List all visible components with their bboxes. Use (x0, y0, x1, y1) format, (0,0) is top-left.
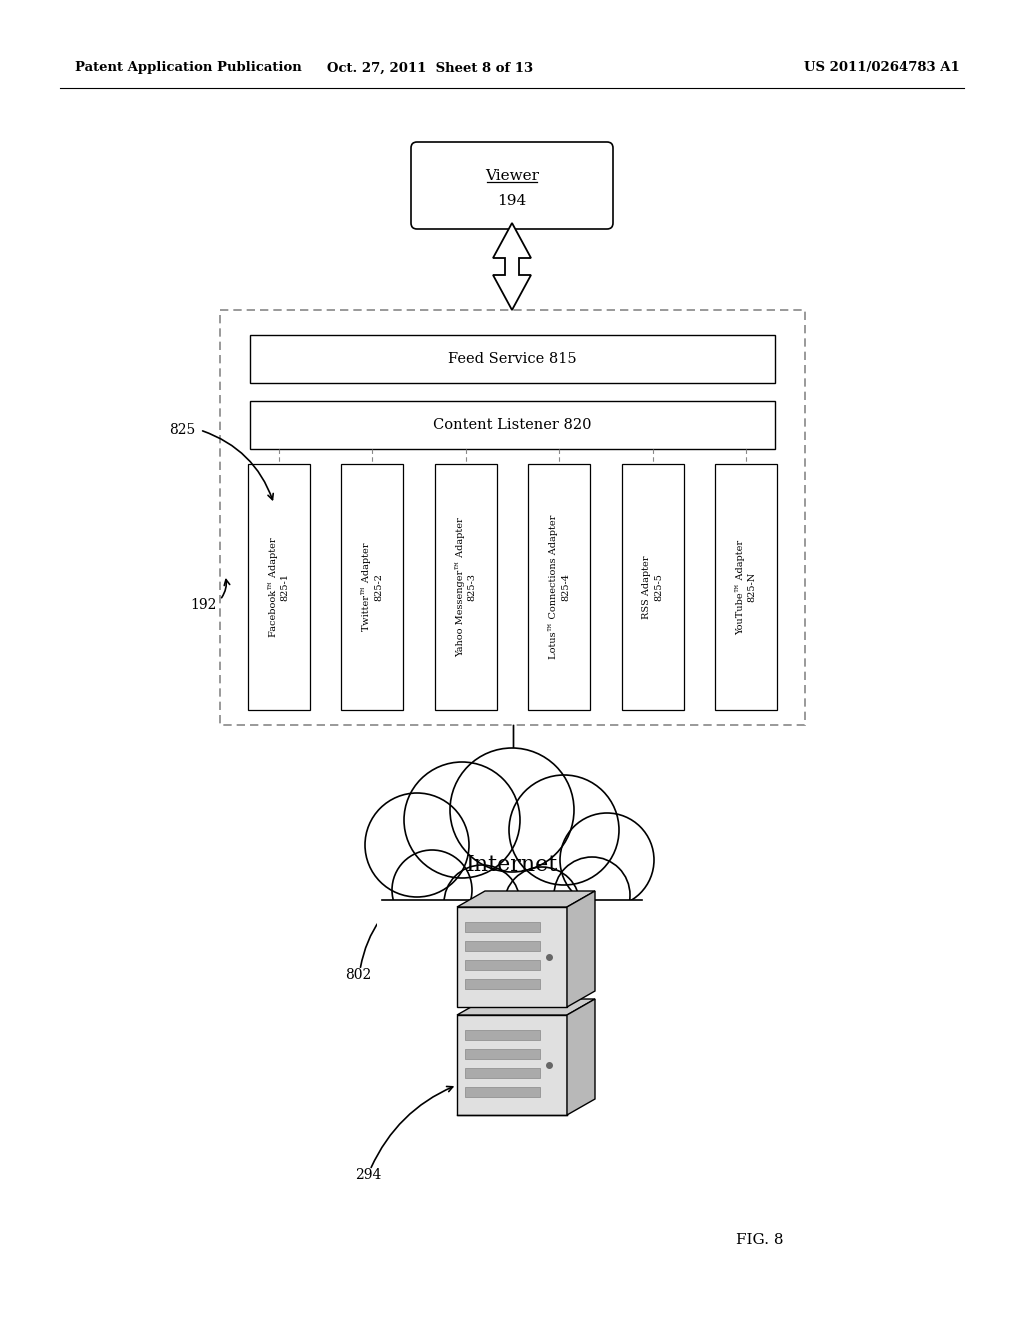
Circle shape (554, 857, 630, 933)
Text: Oct. 27, 2011  Sheet 8 of 13: Oct. 27, 2011 Sheet 8 of 13 (327, 62, 534, 74)
Text: Yahoo Messenger™ Adapter
825-3: Yahoo Messenger™ Adapter 825-3 (455, 517, 476, 657)
FancyBboxPatch shape (341, 465, 403, 710)
Text: 802: 802 (345, 968, 372, 982)
Text: Feed Service 815: Feed Service 815 (449, 352, 577, 366)
Text: 194: 194 (498, 194, 526, 209)
Bar (377, 900, 647, 950)
FancyBboxPatch shape (411, 143, 613, 228)
Text: YouTube™ Adapter
825-N: YouTube™ Adapter 825-N (735, 540, 757, 635)
FancyBboxPatch shape (250, 335, 775, 383)
FancyBboxPatch shape (622, 465, 684, 710)
Bar (465, 1086, 540, 1097)
Text: Internet: Internet (466, 854, 558, 876)
Circle shape (509, 775, 618, 884)
Bar (465, 1030, 540, 1040)
FancyBboxPatch shape (248, 465, 310, 710)
Text: FIG. 8: FIG. 8 (736, 1233, 783, 1247)
Circle shape (504, 867, 580, 942)
FancyBboxPatch shape (528, 465, 590, 710)
FancyBboxPatch shape (715, 465, 777, 710)
Polygon shape (457, 891, 595, 907)
Bar (465, 1068, 540, 1078)
Text: Patent Application Publication: Patent Application Publication (75, 62, 302, 74)
Text: 192: 192 (190, 598, 216, 612)
Bar (465, 1049, 540, 1059)
Bar (465, 979, 540, 989)
FancyBboxPatch shape (250, 401, 775, 449)
Text: Twitter™ Adapter
825-2: Twitter™ Adapter 825-2 (361, 543, 383, 631)
Bar (465, 960, 540, 970)
Bar (465, 941, 540, 950)
Polygon shape (457, 999, 595, 1015)
Text: 825: 825 (169, 422, 195, 437)
Text: RSS Adapter
825-5: RSS Adapter 825-5 (642, 556, 663, 619)
Polygon shape (567, 999, 595, 1115)
Text: US 2011/0264783 A1: US 2011/0264783 A1 (804, 62, 961, 74)
Circle shape (404, 762, 520, 878)
Circle shape (365, 793, 469, 898)
Circle shape (560, 813, 654, 907)
Polygon shape (567, 891, 595, 1007)
FancyBboxPatch shape (220, 310, 805, 725)
Bar (457, 1015, 567, 1115)
FancyBboxPatch shape (435, 465, 497, 710)
Text: Viewer: Viewer (485, 169, 539, 183)
Circle shape (444, 865, 520, 941)
PathPatch shape (493, 223, 531, 310)
Bar (457, 907, 567, 1007)
Circle shape (450, 748, 574, 873)
Text: 294: 294 (355, 1168, 381, 1181)
Text: Facebook™ Adapter
825-1: Facebook™ Adapter 825-1 (268, 537, 290, 636)
Circle shape (392, 850, 472, 931)
Text: Content Listener 820: Content Listener 820 (433, 418, 592, 432)
Text: Lotus™ Connections Adapter
825-4: Lotus™ Connections Adapter 825-4 (549, 515, 570, 659)
Bar (465, 921, 540, 932)
